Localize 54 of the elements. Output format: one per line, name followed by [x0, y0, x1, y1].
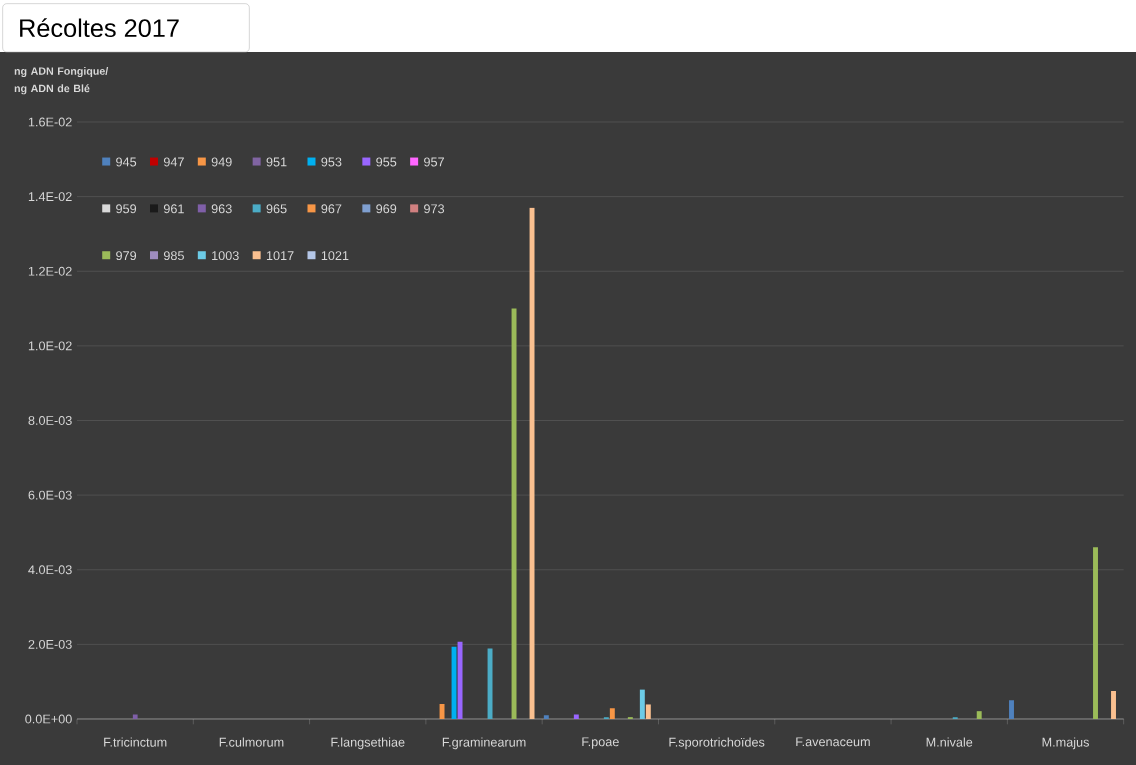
y-tick-label: 8.0E-03: [28, 416, 72, 425]
bar: [1111, 691, 1116, 719]
bar: [439, 704, 445, 719]
y-tick-label: 4.0E-03: [28, 565, 72, 575]
bar: [132, 714, 138, 719]
legend-label: 985: [163, 251, 184, 261]
x-tick-label: M.nivale: [926, 737, 973, 747]
legend-label: 963: [211, 204, 232, 214]
bar: [645, 704, 651, 719]
legend-label: 961: [163, 204, 184, 214]
x-tick-label: F.sporotrichoïdes: [669, 737, 765, 750]
legend-label: 949: [211, 157, 232, 167]
x-tick-label: F.poae: [582, 737, 619, 749]
bar: [543, 715, 549, 719]
x-tick-label: F.culmorum: [219, 737, 284, 747]
x-tick-label: M.majus: [1042, 737, 1089, 750]
bar: [639, 689, 645, 719]
bar: [976, 711, 982, 719]
x-tick-label: F.avenaceum: [796, 737, 870, 747]
y-tick-label: 6.0E-03: [28, 490, 72, 500]
chart-title: Récoltes 2017: [20, 18, 179, 38]
legend-label: 953: [321, 157, 342, 167]
legend-label: 947: [163, 157, 184, 167]
y-axis-title: ng ADN Fongique/ ng ADN de Blé: [14, 67, 109, 95]
legend-label: 967: [321, 204, 342, 214]
legend-label: 969: [376, 204, 397, 214]
y-tick-label: 2.0E-03: [28, 639, 72, 649]
legend-label: 1021: [321, 251, 349, 261]
bar: [573, 714, 579, 719]
bar: [1093, 547, 1098, 719]
legend-label: 951: [266, 157, 287, 167]
y-tick-label: 1.0E-02: [28, 341, 72, 351]
legend-label: 957: [424, 157, 444, 167]
x-tick-label: F.tricinctum: [104, 737, 167, 747]
y-tick-label: 1.2E-02: [28, 266, 72, 276]
legend-label: 965: [266, 204, 287, 214]
y-tick-label: 1.4E-02: [28, 192, 72, 202]
y-tick-label: 0.0E+00: [25, 714, 72, 724]
x-tick-label: F.langsethiae: [331, 737, 405, 750]
legend-label: 1017: [266, 251, 294, 261]
bar: [511, 308, 517, 719]
bar: [451, 646, 457, 719]
bar: [457, 641, 463, 719]
x-tick-label: F.graminearum: [442, 737, 526, 750]
legend-label: 955: [376, 157, 397, 167]
legend-label: 973: [424, 204, 445, 214]
legend-label: 1003: [212, 251, 239, 261]
bar: [1009, 700, 1014, 719]
legend-label: 945: [116, 157, 137, 167]
bar: [529, 207, 535, 719]
y-tick-label: 1.6E-02: [28, 117, 72, 127]
bar: [609, 708, 615, 719]
legend-label: 979: [116, 251, 137, 261]
legend-label: 959: [116, 204, 137, 214]
